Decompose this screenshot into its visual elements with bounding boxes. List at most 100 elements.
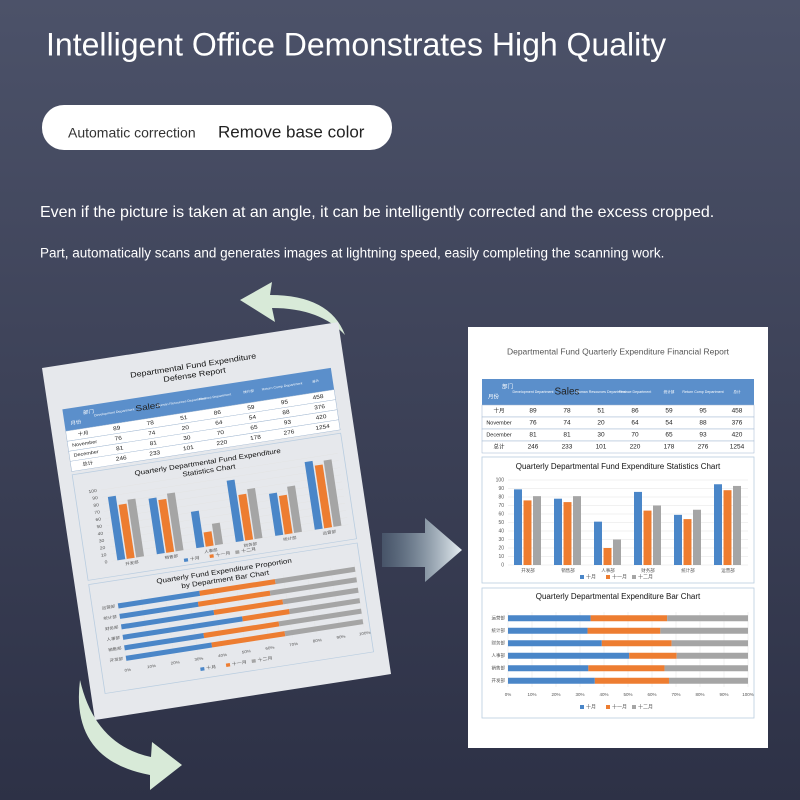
table-cell: 376 xyxy=(732,420,743,427)
table-cell: 101 xyxy=(596,444,607,451)
bar-segment xyxy=(119,601,199,619)
y-tick-label: 60 xyxy=(498,511,504,517)
table-cell: 220 xyxy=(216,440,228,447)
x-tick-label: 财务部 xyxy=(641,567,655,574)
table-cell: 88 xyxy=(282,410,291,417)
column xyxy=(653,505,661,565)
y-tick-label: 财务部 xyxy=(492,639,506,646)
grid-line xyxy=(282,574,293,638)
x-tick-label: 90% xyxy=(336,634,346,640)
table-column: Development Department xyxy=(94,407,135,417)
bar-segment xyxy=(120,610,215,630)
grid-line xyxy=(109,510,347,548)
y-tick-label: 50 xyxy=(96,524,103,529)
y-tick-label: 统计部 xyxy=(103,613,117,620)
grid-line xyxy=(235,582,246,646)
y-tick-label: 80 xyxy=(498,494,504,500)
table-cell: 233 xyxy=(562,444,573,451)
table-column: 总计 xyxy=(312,378,320,384)
tag-pill xyxy=(42,105,392,150)
y-tick-label: 100 xyxy=(496,477,505,483)
legend-swatch xyxy=(225,663,231,668)
y-tick-label: 开发部 xyxy=(492,677,506,684)
y-tick-label: 30 xyxy=(98,538,105,543)
bar-segment xyxy=(213,599,284,616)
bar-segment xyxy=(594,677,669,684)
legend-label: 十月 xyxy=(189,554,200,562)
y-tick-label: 60 xyxy=(95,517,102,522)
table-cell: 76 xyxy=(529,420,537,427)
legend-swatch xyxy=(183,558,189,563)
table-cell: 81 xyxy=(529,432,537,439)
grid-line xyxy=(117,600,128,664)
table-cell: 246 xyxy=(528,444,539,451)
table-cell: 59 xyxy=(665,408,673,415)
table-cell: 65 xyxy=(665,432,673,439)
column xyxy=(247,488,263,540)
bar-segment xyxy=(508,665,589,672)
tag: Automatic correction xyxy=(68,125,196,141)
grid-line xyxy=(259,578,270,642)
table-cell: 51 xyxy=(180,415,189,422)
bar-segment xyxy=(284,619,364,637)
table-cell: 64 xyxy=(631,420,639,427)
table-cell: 54 xyxy=(249,415,258,422)
x-tick-label: 50% xyxy=(241,649,251,655)
legend-swatch xyxy=(580,705,584,709)
x-tick-label: 人事部 xyxy=(601,567,615,574)
bar-segment xyxy=(117,590,201,609)
legend-swatch xyxy=(632,575,636,579)
x-tick-label: 30% xyxy=(575,692,584,697)
table-cell: 178 xyxy=(664,444,675,451)
bar-segment xyxy=(203,621,280,639)
table-row xyxy=(481,440,755,454)
column xyxy=(211,522,223,546)
description: Even if the picture is taken at an angle… xyxy=(40,204,714,221)
table-cell: 246 xyxy=(116,456,128,463)
table-cell: 1254 xyxy=(315,424,331,432)
x-tick-label: 0% xyxy=(505,692,512,697)
grid-line xyxy=(106,488,344,526)
bar-segment xyxy=(668,677,748,684)
y-tick-label: 开发部 xyxy=(109,655,123,662)
column xyxy=(238,493,254,541)
table-column: Return Comp Department xyxy=(682,390,723,394)
y-tick-label: 0 xyxy=(104,559,108,564)
bar-segment xyxy=(588,665,665,672)
bar-segment xyxy=(676,652,748,659)
x-tick-label: 20% xyxy=(551,692,560,697)
table-cell: 89 xyxy=(529,408,537,415)
table-column: 总计 xyxy=(733,389,741,394)
doc-title: Departmental Fund Quarterly Expenditure … xyxy=(507,346,730,356)
grid-line xyxy=(102,467,340,505)
table-header xyxy=(62,367,335,432)
table-cell: 78 xyxy=(146,420,155,427)
x-tick-label: 60% xyxy=(647,692,656,697)
table-cell: 86 xyxy=(631,408,639,415)
x-tick-label: 80% xyxy=(313,638,323,644)
table-column: Sales xyxy=(135,400,161,413)
y-tick-label: 销售部 xyxy=(108,645,122,652)
table-cell: 376 xyxy=(314,404,326,411)
table-column: Sales xyxy=(554,387,579,398)
column xyxy=(190,510,205,549)
x-tick-label: 人事部 xyxy=(204,546,218,553)
column xyxy=(118,503,135,559)
column xyxy=(594,521,602,565)
x-tick-label: 销售部 xyxy=(561,567,575,574)
bar-segment xyxy=(278,608,362,627)
grid-line xyxy=(108,503,346,541)
column xyxy=(203,531,214,547)
column xyxy=(554,498,562,565)
column xyxy=(723,490,732,565)
legend-label: 十二月 xyxy=(241,546,257,555)
row-label: November xyxy=(72,439,98,448)
table-column: 统计部 xyxy=(243,388,255,394)
table-cell: 420 xyxy=(732,432,743,439)
transform-arrow xyxy=(382,518,462,582)
column xyxy=(603,548,612,565)
table-corner: 部门 xyxy=(83,408,95,416)
legend-swatch xyxy=(235,550,240,555)
table-cell: 20 xyxy=(181,425,190,432)
